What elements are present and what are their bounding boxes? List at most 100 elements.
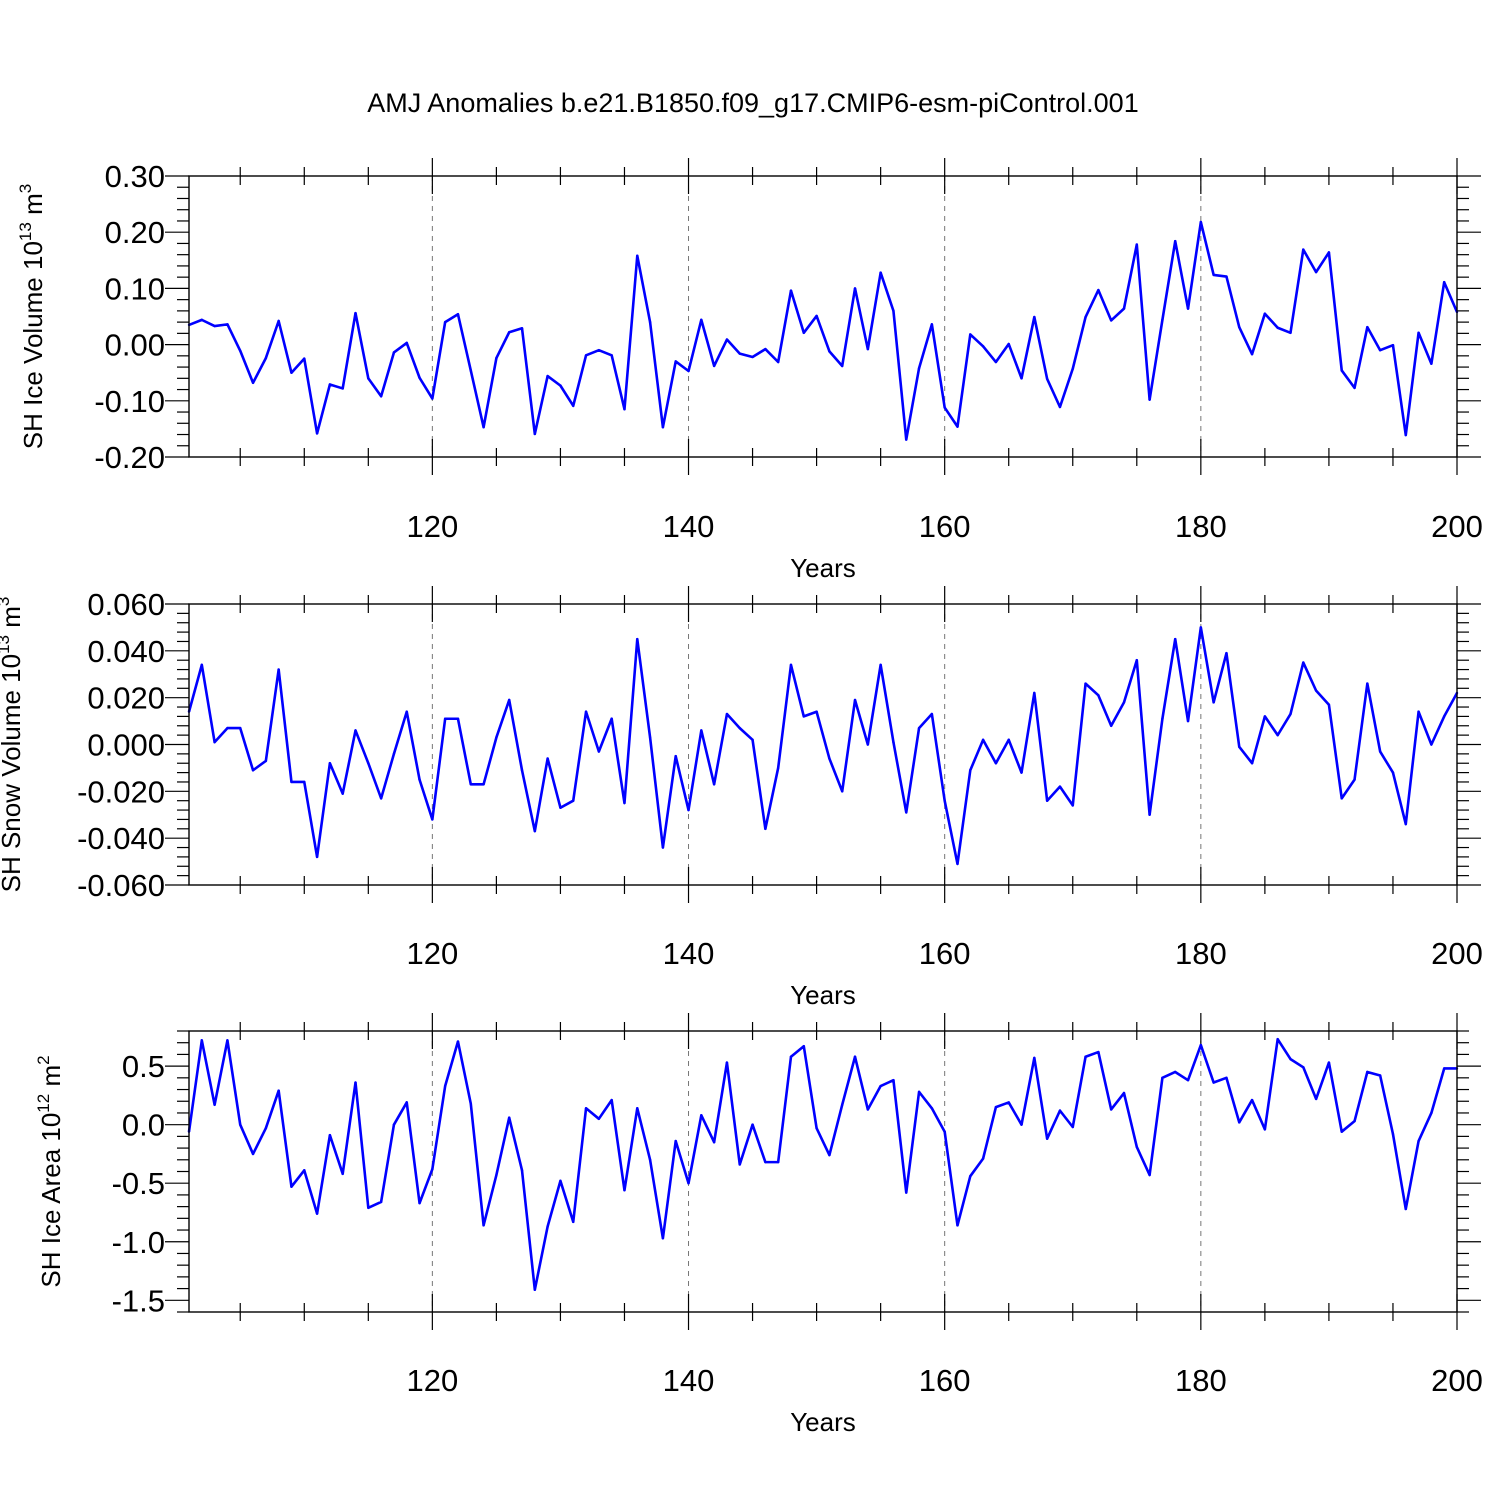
y-axis-label-text: SH Ice Volume 10 <box>18 241 48 449</box>
data-point <box>674 755 677 758</box>
data-point <box>315 855 319 859</box>
data-point <box>405 1101 408 1104</box>
x-axis-label: Years <box>790 1407 856 1437</box>
data-point <box>1033 1056 1036 1060</box>
data-point <box>584 354 588 357</box>
data-point <box>828 350 831 353</box>
y-tick-label: -0.040 <box>77 821 165 856</box>
data-point <box>1109 319 1113 322</box>
y-axis-label-exponent: 12 <box>34 1094 53 1113</box>
data-point <box>597 1117 601 1121</box>
data-point <box>1186 307 1190 310</box>
data-point <box>687 808 690 812</box>
data-point <box>981 738 985 742</box>
data-point <box>712 1141 716 1144</box>
data-point <box>584 710 588 713</box>
data-point <box>341 792 344 795</box>
data-point <box>443 320 447 324</box>
data-point <box>1353 778 1356 781</box>
data-point <box>495 356 498 360</box>
data-point <box>213 740 216 744</box>
data-point <box>456 313 460 316</box>
data-point <box>508 1116 511 1119</box>
data-point <box>700 729 703 732</box>
data-point <box>725 338 729 341</box>
data-point <box>917 1090 921 1094</box>
panel-1: -0.20 -0.10 0.00 0.10 0.20 0.30 120 140 160 180 20… <box>16 158 1483 583</box>
y-tick-label: -0.10 <box>94 384 165 419</box>
y-axis-label-text: SH Snow Volume 10 <box>0 654 26 892</box>
data-point <box>1327 1061 1331 1064</box>
data-point <box>1366 325 1369 329</box>
data-point <box>1097 288 1100 292</box>
y-tick-label: 0.060 <box>87 587 165 622</box>
x-tick-label: 120 <box>406 1363 458 1398</box>
data-point <box>1045 377 1049 381</box>
data-point <box>1238 745 1241 749</box>
data-point <box>1007 342 1010 346</box>
data-point <box>1442 281 1446 284</box>
data-point <box>1276 733 1279 737</box>
data-point <box>303 1169 306 1172</box>
data-point <box>1378 1074 1382 1077</box>
data-point <box>764 1160 767 1164</box>
data-point <box>367 377 370 380</box>
data-point <box>520 1169 524 1172</box>
data-point <box>1225 651 1228 655</box>
y-axis-label: SH Ice Volume 1013 m3 <box>16 184 48 449</box>
data-point <box>1353 386 1356 390</box>
data-point <box>482 426 485 429</box>
data-point <box>648 1158 652 1161</box>
data-point <box>1020 1123 1023 1126</box>
y-tick-label: 0.020 <box>87 681 165 716</box>
data-point <box>1417 1139 1420 1143</box>
data-point <box>1391 1132 1395 1136</box>
data-point <box>841 790 844 793</box>
y-axis-label-text: SH Ice Area 10 <box>36 1113 66 1288</box>
data-point <box>853 698 857 702</box>
data-point <box>1045 1137 1049 1140</box>
data-point <box>815 1126 818 1130</box>
data-point <box>367 762 370 765</box>
data-point <box>1378 349 1382 352</box>
data-point <box>981 1157 985 1160</box>
data-point <box>469 783 472 786</box>
y-axis-label-unit-exponent: 3 <box>0 597 13 606</box>
data-point <box>1058 1109 1062 1112</box>
data-point <box>1340 369 1343 372</box>
data-point <box>700 318 703 322</box>
data-point <box>1340 797 1343 800</box>
data-point <box>559 1179 562 1183</box>
data-point <box>584 1107 588 1110</box>
data-point <box>1097 1050 1100 1054</box>
data-point <box>994 1105 998 1109</box>
data-point <box>879 663 882 667</box>
data-point <box>1058 785 1062 788</box>
data-point <box>828 1153 831 1157</box>
y-tick-label: 0.5 <box>122 1049 165 1084</box>
data-point <box>1238 325 1241 329</box>
data-point <box>725 1061 729 1064</box>
data-point <box>431 397 434 400</box>
data-point <box>623 801 626 805</box>
data-point <box>1314 270 1318 274</box>
y-axis-label: SH Snow Volume 1013 m3 <box>0 597 26 893</box>
data-point <box>1302 248 1305 251</box>
y-axis-label: SH Ice Area 1012 m2 <box>34 1055 66 1287</box>
data-point <box>456 717 460 720</box>
data-point <box>815 314 818 318</box>
x-tick-label: 140 <box>663 936 715 971</box>
x-tick-label: 160 <box>919 936 971 971</box>
data-point <box>892 309 895 313</box>
data-point <box>1417 331 1420 334</box>
data-point <box>1174 239 1177 243</box>
data-point <box>905 811 908 814</box>
data-point <box>559 384 562 387</box>
data-point <box>866 743 870 746</box>
data-points <box>187 220 1459 441</box>
data-point <box>1135 243 1138 246</box>
data-point <box>1058 405 1062 409</box>
data-point <box>1289 1057 1292 1061</box>
data-point <box>341 387 344 390</box>
